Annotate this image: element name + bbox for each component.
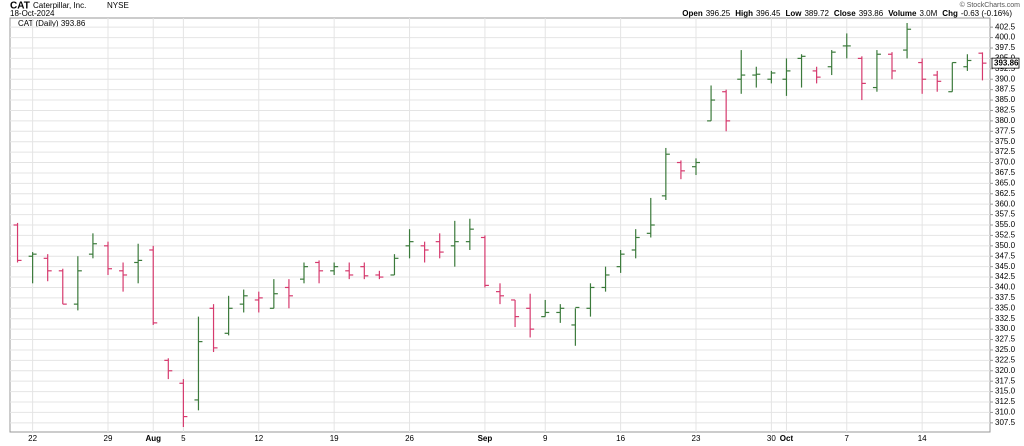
y-tick-label: 330.0 [995, 324, 1016, 333]
quote-value: -0.63 (-0.16%) [961, 9, 1012, 18]
y-tick-label: 365.0 [995, 178, 1016, 187]
y-tick-label: 337.5 [995, 293, 1016, 302]
quote-label: Chg [942, 9, 958, 18]
y-tick-label: 390.0 [995, 74, 1016, 83]
quote-value: 396.25 [706, 9, 731, 18]
y-tick-label: 320.0 [995, 366, 1016, 375]
exchange: NYSE [107, 1, 129, 10]
x-tick-label: 22 [28, 434, 37, 443]
quote-value: 389.72 [804, 9, 829, 18]
y-tick-label: 350.0 [995, 241, 1016, 250]
quote-label: High [735, 9, 753, 18]
company-name: Caterpillar, Inc. [33, 1, 86, 10]
last-price-label: 393.86 [994, 58, 1019, 67]
x-tick-label: 12 [254, 434, 263, 443]
x-tick-label: 23 [692, 434, 701, 443]
y-tick-label: 367.5 [995, 168, 1016, 177]
y-tick-label: 382.5 [995, 106, 1016, 115]
x-tick-label: Aug [145, 434, 161, 443]
y-tick-label: 355.0 [995, 220, 1016, 229]
x-tick-label: 19 [330, 434, 339, 443]
y-tick-label: 310.0 [995, 408, 1016, 417]
quote-value: 3.0M [920, 9, 938, 18]
y-tick-label: 380.0 [995, 116, 1016, 125]
y-tick-label: 332.5 [995, 314, 1016, 323]
date: 18-Oct-2024 [10, 9, 55, 18]
x-tick-label: 9 [543, 434, 548, 443]
last-price-box [991, 57, 1020, 69]
quote-label: Volume [888, 9, 917, 18]
y-tick-label: 347.5 [995, 251, 1016, 260]
y-tick-label: 397.5 [995, 43, 1016, 52]
x-tick-label: 30 [767, 434, 776, 443]
y-tick-label: 335.0 [995, 303, 1016, 312]
y-tick-label: 352.5 [995, 231, 1016, 240]
y-tick-label: 342.5 [995, 272, 1016, 281]
y-tick-label: 340.0 [995, 283, 1016, 292]
x-tick-label: 14 [918, 434, 927, 443]
quote-value: 393.86 [859, 9, 884, 18]
y-tick-label: 345.0 [995, 262, 1016, 271]
y-tick-label: 385.0 [995, 95, 1016, 104]
y-tick-label: 315.0 [995, 387, 1016, 396]
symbol: CAT [10, 1, 30, 12]
y-tick-label: 322.5 [995, 355, 1016, 364]
x-tick-label: 5 [181, 434, 186, 443]
copyright: © StockCharts.com [960, 1, 1021, 9]
y-tick-label: 327.5 [995, 335, 1016, 344]
y-tick-label: 387.5 [995, 85, 1016, 94]
y-tick-label: 317.5 [995, 376, 1016, 385]
x-tick-label: 16 [616, 434, 625, 443]
x-tick-label: 7 [845, 434, 850, 443]
quote-label: Open [682, 9, 703, 18]
y-tick-label: 325.0 [995, 345, 1016, 354]
legend: CAT (Daily) 393.86 [18, 19, 86, 28]
x-tick-label: Oct [780, 434, 794, 443]
y-tick-label: 372.5 [995, 147, 1016, 156]
quote-value: 396.45 [756, 9, 781, 18]
y-tick-label: 307.5 [995, 418, 1016, 427]
quote-label: Close [834, 9, 856, 18]
y-tick-label: 370.0 [995, 158, 1016, 167]
y-tick-label: 375.0 [995, 137, 1016, 146]
x-tick-label: 26 [405, 434, 414, 443]
y-tick-label: 402.5 [995, 22, 1016, 31]
x-tick-label: Sep [478, 434, 493, 443]
y-tick-label: 312.5 [995, 397, 1016, 406]
y-tick-label: 357.5 [995, 210, 1016, 219]
y-tick-label: 360.0 [995, 199, 1016, 208]
y-tick-label: 362.5 [995, 189, 1016, 198]
y-tick-label: 377.5 [995, 126, 1016, 135]
quote-label: Low [785, 9, 802, 18]
y-tick-label: 400.0 [995, 33, 1016, 42]
x-tick-label: 29 [104, 434, 113, 443]
